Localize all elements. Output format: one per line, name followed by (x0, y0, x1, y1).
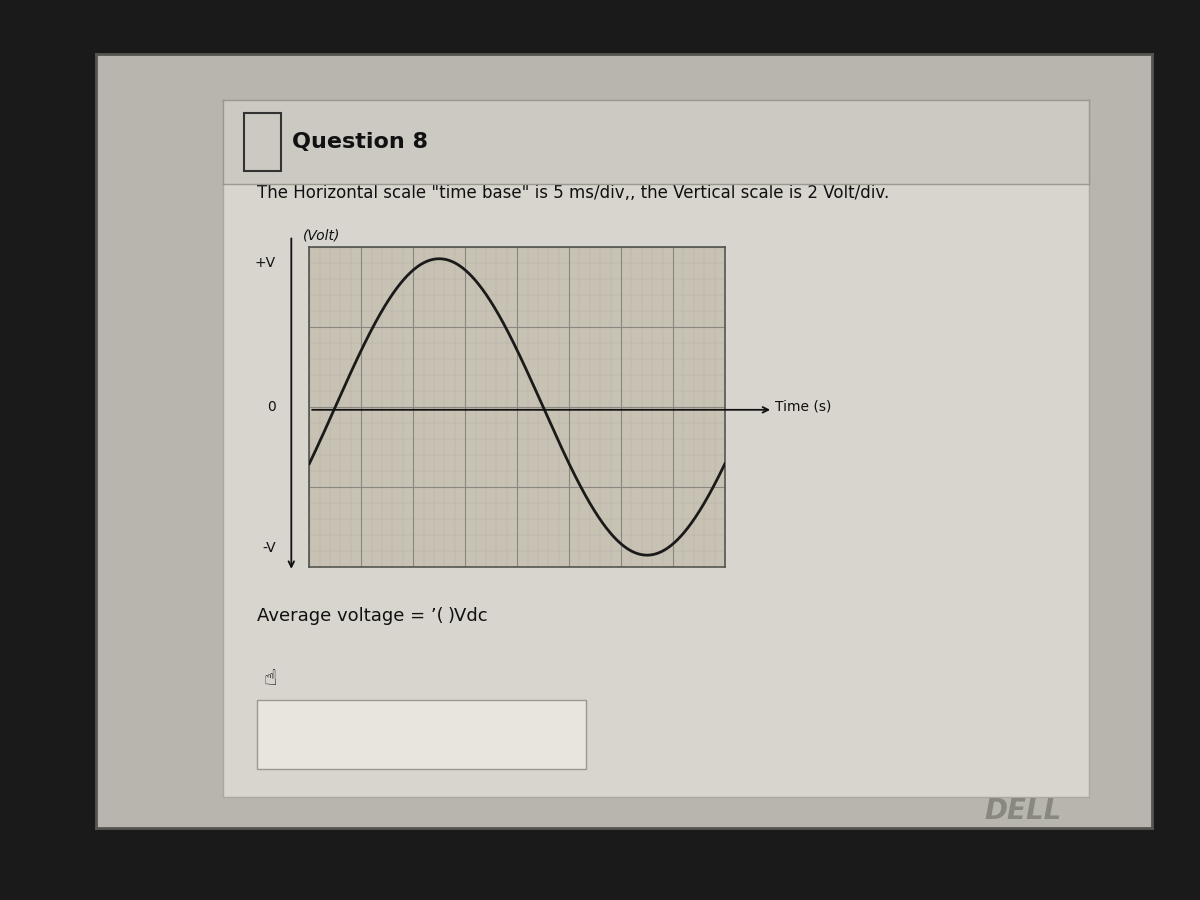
Text: -V: -V (262, 541, 276, 555)
Bar (245, 113, 281, 172)
Bar (257, 699, 587, 770)
Text: For the sine wave shown below determine the average voltage.: For the sine wave shown below determine … (257, 135, 787, 153)
Text: Time (s): Time (s) (775, 400, 832, 414)
Text: Average voltage = ʼ(: Average voltage = ʼ( (257, 607, 444, 625)
Text: ☝: ☝ (264, 669, 277, 689)
Text: DELL: DELL (984, 797, 1061, 825)
Text: +V: +V (254, 256, 276, 270)
Text: The Horizontal scale "time base" is 5 ms/div,, the Vertical scale is 2 Volt/div.: The Horizontal scale "time base" is 5 ms… (257, 184, 889, 202)
Text: 0: 0 (266, 400, 276, 414)
Text: )Vdc: )Vdc (448, 607, 488, 625)
Text: (Volt): (Volt) (304, 229, 341, 242)
Text: Question 8: Question 8 (292, 132, 428, 152)
